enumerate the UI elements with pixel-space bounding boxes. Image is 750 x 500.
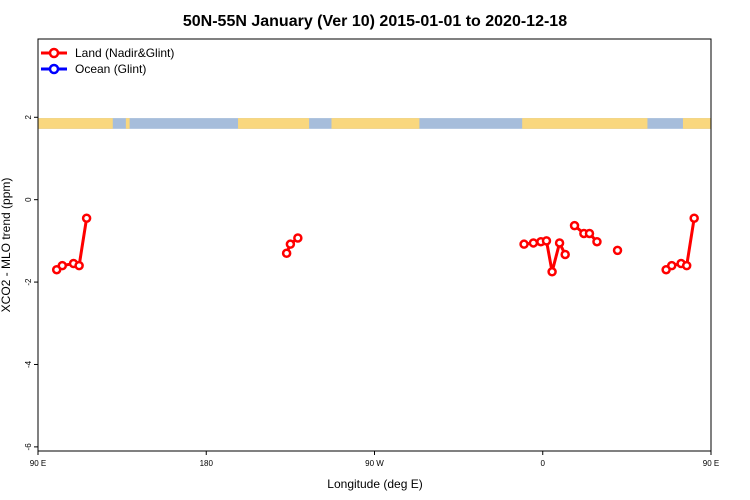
x-tick-label: 90 E bbox=[30, 459, 46, 468]
plot-frame bbox=[37, 38, 712, 452]
x-tick-label: 180 bbox=[200, 459, 214, 468]
legend-swatch-marker bbox=[48, 47, 60, 59]
y-tick-label: 2 bbox=[24, 115, 33, 120]
y-tick-label: -6 bbox=[24, 443, 33, 451]
legend: Land (Nadir&Glint) Ocean (Glint) bbox=[41, 46, 174, 76]
x-tick-label: 0 bbox=[541, 459, 546, 468]
data-point bbox=[281, 248, 292, 258]
land-band bbox=[522, 118, 648, 129]
y-tick-label: -2 bbox=[24, 278, 33, 286]
data-point bbox=[541, 236, 552, 246]
data-point bbox=[57, 260, 68, 271]
x-axis: 90 E 180 90 W 0 90 E bbox=[30, 451, 719, 468]
data-point bbox=[554, 238, 565, 248]
legend-label: Land (Nadir&Glint) bbox=[75, 46, 174, 60]
data-point bbox=[519, 239, 529, 249]
data-point bbox=[666, 260, 677, 271]
data-point bbox=[528, 238, 539, 248]
x-axis-label: Longitude (deg E) bbox=[327, 477, 422, 491]
land-band bbox=[331, 118, 420, 129]
legend-label: Ocean (Glint) bbox=[75, 62, 146, 76]
data-point bbox=[592, 236, 602, 247]
data-point bbox=[293, 233, 303, 243]
data-point bbox=[612, 245, 623, 256]
y-tick-label: 0 bbox=[24, 197, 33, 202]
y-axis-label: XCO2 - MLO trend (ppm) bbox=[0, 178, 13, 313]
data-point bbox=[689, 213, 699, 223]
data-point bbox=[681, 260, 692, 271]
data-point bbox=[74, 260, 84, 271]
land-band bbox=[38, 118, 113, 129]
data-point bbox=[285, 239, 296, 249]
land-band bbox=[125, 118, 130, 129]
legend-swatch-marker bbox=[48, 63, 60, 75]
x-tick-label: 90 E bbox=[703, 459, 719, 468]
chart-title: 50N-55N January (Ver 10) 2015-01-01 to 2… bbox=[183, 13, 567, 30]
land-band bbox=[682, 118, 711, 129]
data-point bbox=[547, 267, 557, 277]
data-point bbox=[81, 213, 92, 223]
data-point bbox=[569, 220, 580, 231]
land-band bbox=[238, 118, 310, 129]
land-ocean-strip bbox=[38, 118, 711, 129]
y-axis: 2 0 -2 -4 -6 bbox=[24, 115, 38, 451]
series-layer bbox=[51, 213, 699, 277]
y-tick-label: -4 bbox=[24, 360, 33, 368]
data-point bbox=[560, 249, 570, 260]
data-point bbox=[584, 228, 595, 239]
x-tick-label: 90 W bbox=[365, 459, 384, 468]
